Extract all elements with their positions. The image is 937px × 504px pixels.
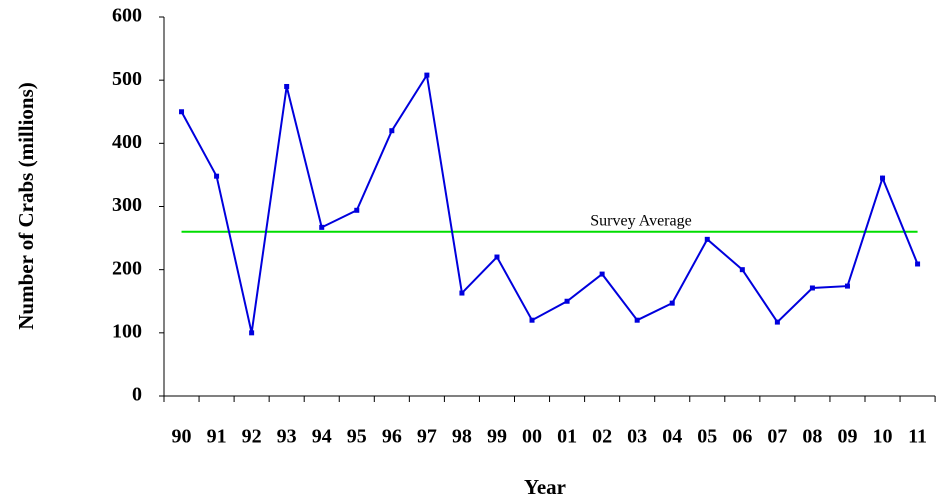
x-tick-label: 00 (522, 426, 542, 448)
x-tick-label: 05 (697, 426, 717, 448)
data-point (669, 300, 675, 306)
y-tick-label: 200 (112, 257, 142, 279)
data-point (915, 261, 921, 267)
data-point (249, 330, 255, 336)
data-point (564, 298, 570, 304)
data-point (809, 285, 815, 291)
y-tick-label: 500 (112, 68, 142, 90)
data-point (214, 173, 220, 179)
y-tick-label: 400 (112, 131, 142, 153)
x-tick-label: 93 (277, 426, 297, 448)
data-point (494, 254, 500, 260)
data-point (880, 175, 886, 181)
data-point (704, 236, 710, 242)
x-tick-label: 10 (873, 426, 893, 448)
reference-label: Survey Average (590, 212, 691, 229)
x-tick-label: 94 (312, 426, 332, 448)
x-tick-label: 90 (172, 426, 192, 448)
x-tick-label: 06 (732, 426, 752, 448)
x-tick-label: 09 (837, 426, 857, 448)
x-tick-label: 04 (662, 426, 682, 448)
y-tick-label: 100 (112, 320, 142, 342)
x-tick-label: 95 (347, 426, 367, 448)
data-point (739, 267, 745, 273)
data-point (634, 317, 640, 323)
y-axis-title: Number of Crabs (millions) (14, 82, 38, 330)
x-tick-label: 97 (417, 426, 437, 448)
data-point (284, 83, 290, 89)
x-tick-label: 08 (802, 426, 822, 448)
data-point (599, 271, 605, 277)
data-point (844, 283, 850, 289)
x-tick-label: 11 (908, 426, 927, 448)
x-tick-label: 98 (452, 426, 472, 448)
data-point (354, 207, 360, 213)
data-point (529, 317, 535, 323)
data-point (319, 224, 325, 230)
data-point (424, 72, 430, 78)
data-point (179, 109, 185, 115)
y-tick-label: 0 (132, 384, 142, 406)
data-point (459, 290, 465, 296)
x-tick-label: 07 (767, 426, 787, 448)
x-tick-label: 96 (382, 426, 402, 448)
data-point (389, 128, 395, 134)
x-tick-label: 92 (242, 426, 262, 448)
data-line (180, 72, 919, 334)
y-tick-label: 600 (112, 5, 142, 27)
x-tick-label: 02 (592, 426, 612, 448)
data-point (774, 319, 780, 325)
x-tick-label: 03 (627, 426, 647, 448)
x-tick-label: 91 (207, 426, 227, 448)
x-tick-label: 99 (487, 426, 507, 448)
y-tick-label: 300 (112, 194, 142, 216)
x-axis-title: Year (524, 475, 566, 499)
x-tick-label: 01 (557, 426, 577, 448)
